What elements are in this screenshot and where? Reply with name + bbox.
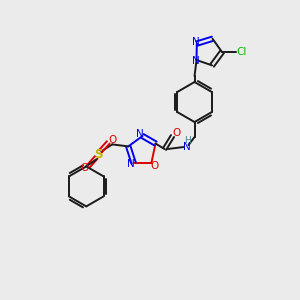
Text: N: N — [127, 159, 135, 169]
Text: N: N — [183, 142, 190, 152]
Text: N: N — [192, 37, 200, 46]
Text: N: N — [136, 129, 143, 139]
Text: S: S — [94, 148, 103, 161]
Text: N: N — [192, 56, 200, 66]
Text: H: H — [184, 136, 191, 145]
Text: O: O — [172, 128, 181, 138]
Text: Cl: Cl — [237, 47, 247, 57]
Text: O: O — [80, 164, 88, 173]
Text: O: O — [108, 135, 116, 146]
Text: O: O — [150, 161, 158, 171]
